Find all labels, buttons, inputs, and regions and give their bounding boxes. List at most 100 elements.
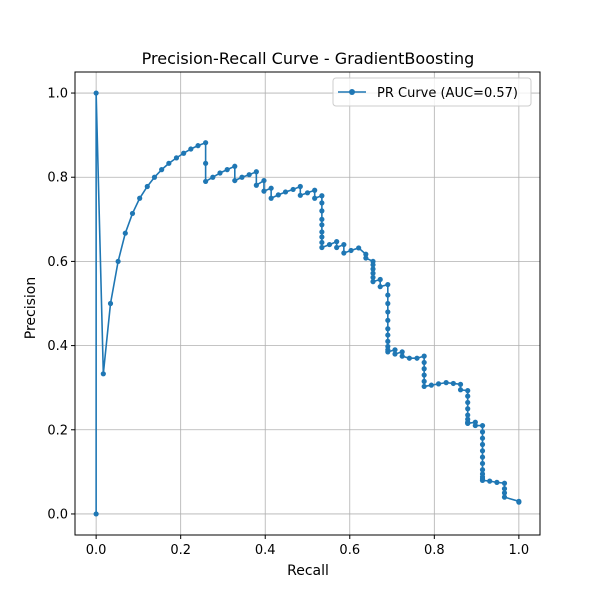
pr-curve-point xyxy=(421,359,427,366)
pr-curve-point xyxy=(479,448,486,454)
grid xyxy=(75,72,540,535)
pr-curve-point xyxy=(450,380,456,387)
pr-curve-point xyxy=(457,381,464,387)
pr-curve-point xyxy=(428,382,434,388)
pr-curve-point xyxy=(385,281,391,288)
pr-curve-point xyxy=(465,388,471,394)
pr-curve-point xyxy=(385,300,391,307)
pr-curve-point xyxy=(479,454,486,460)
legend: PR Curve (AUC=0.57) xyxy=(332,77,532,107)
pr-curve-point xyxy=(341,241,347,248)
pr-curve-point xyxy=(217,170,223,176)
pr-curve-point xyxy=(421,383,427,390)
pr-curve-point xyxy=(253,169,259,175)
pr-curve-point xyxy=(363,251,369,257)
pr-curve-point xyxy=(370,262,376,268)
pr-curve-point xyxy=(319,222,325,228)
y-tick-label: 1.0 xyxy=(47,87,68,102)
pr-curve-point xyxy=(326,241,333,248)
pr-curve-point xyxy=(414,355,420,361)
pr-curve-point xyxy=(479,467,486,473)
pr-curve-point xyxy=(115,258,121,265)
pr-curve-point xyxy=(137,195,143,201)
pr-curve-point xyxy=(181,150,187,156)
pr-curve-point xyxy=(334,239,340,245)
x-tick-label: 0.4 xyxy=(255,543,276,558)
pr-curve-point xyxy=(261,177,267,184)
legend-box xyxy=(332,77,532,107)
pr-curve-point xyxy=(385,338,391,344)
pr-curve-point xyxy=(479,429,486,435)
pr-curve-point xyxy=(421,372,427,378)
pr-curve-point xyxy=(479,435,486,441)
pr-curve-point xyxy=(290,186,296,193)
pr-curve-point xyxy=(385,349,391,355)
pr-curve-point xyxy=(501,494,508,500)
pr-curve-point xyxy=(203,178,209,185)
pr-curve-point xyxy=(421,366,427,372)
x-tick-label: 0.0 xyxy=(86,543,107,558)
pr-curve-point xyxy=(210,174,216,180)
pr-curve-point xyxy=(195,143,201,149)
pr-curve-point xyxy=(312,195,318,201)
pr-curve-point xyxy=(253,182,259,188)
pr-curve-point xyxy=(392,347,398,353)
pr-curve-point xyxy=(224,167,230,173)
pr-curve-point xyxy=(203,140,209,146)
pr-curve-point xyxy=(479,460,486,467)
pr-curve-point xyxy=(319,234,325,240)
chart-title: Precision-Recall Curve - GradientBoostin… xyxy=(142,49,475,68)
pr-curve-point xyxy=(494,479,500,485)
pr-curve-point xyxy=(487,478,493,484)
pr-curve-point xyxy=(166,160,172,166)
pr-curve-point xyxy=(297,183,303,190)
pr-curve-point xyxy=(457,387,464,393)
y-axis-label: Precision xyxy=(23,277,39,339)
pr-curve-point xyxy=(239,174,245,180)
legend-entry-label: PR Curve (AUC=0.57) xyxy=(377,86,518,101)
pr-curve-point xyxy=(465,393,471,399)
pr-curve-point xyxy=(370,279,376,285)
pr-curve-point xyxy=(341,250,347,256)
x-tick-label: 0.2 xyxy=(170,543,191,558)
pr-curve-point xyxy=(275,192,281,198)
pr-curve-point xyxy=(385,332,391,338)
pr-curve-point xyxy=(479,422,486,429)
pr-curve-point xyxy=(421,378,427,384)
pr-curve-point xyxy=(319,229,325,235)
pr-curve-point xyxy=(399,353,405,359)
y-tick-label: 0.6 xyxy=(47,255,68,270)
x-tick-label: 1.0 xyxy=(509,543,530,558)
pr-curve-point xyxy=(319,208,325,214)
pr-curve-point xyxy=(406,355,412,361)
pr-curve-point xyxy=(93,511,99,517)
pr-curve-point xyxy=(370,270,376,276)
pr-curve-point xyxy=(472,422,478,429)
pr-curve-point xyxy=(392,351,398,357)
pr-curve-point xyxy=(435,381,442,387)
series-layer xyxy=(93,90,522,517)
pr-curve-point xyxy=(312,187,318,193)
pr-curve-point xyxy=(319,216,325,222)
pr-curve-point xyxy=(443,380,449,386)
pr-curve-point xyxy=(304,190,311,196)
pr-curve-point xyxy=(188,146,194,152)
pr-curve-point xyxy=(501,486,508,492)
pr-curve-point xyxy=(399,349,405,355)
pr-curve-point xyxy=(377,276,383,283)
x-tick-label: 0.6 xyxy=(339,543,360,558)
pr-curve-point xyxy=(232,163,238,169)
pr-curve-point xyxy=(370,266,376,272)
pr-curve-point xyxy=(465,412,471,418)
pr-curve-point xyxy=(501,480,508,486)
pr-curve-point xyxy=(107,300,114,307)
pr-curve-point xyxy=(421,353,427,359)
pr-curve-point xyxy=(516,499,522,505)
pr-curve-point xyxy=(319,193,325,199)
pr-curve-point xyxy=(297,192,303,198)
pr-curve-point xyxy=(370,274,376,281)
pr-curve-point xyxy=(465,420,471,427)
pr-curve-point xyxy=(385,309,391,315)
pr-curve-point xyxy=(465,399,471,406)
pr-curve-point xyxy=(319,200,325,206)
